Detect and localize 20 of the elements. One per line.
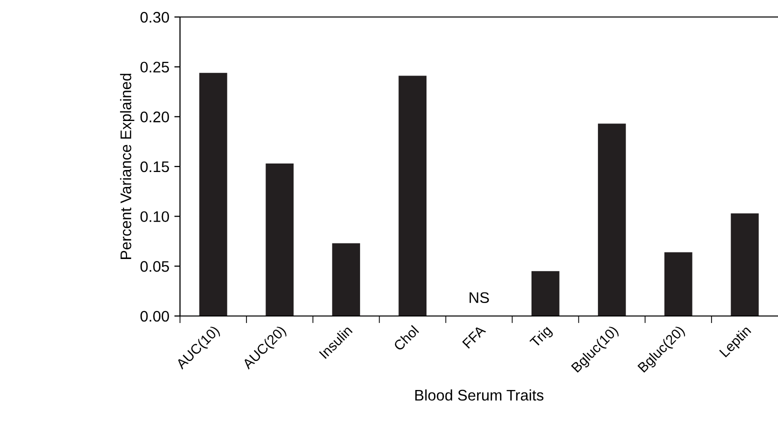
x-axis-title: Blood Serum Traits [415, 389, 544, 401]
y-axis-title: Percent Variance Explained [120, 74, 134, 259]
y-tick-label: 0.05 [140, 261, 169, 272]
bar [266, 164, 294, 316]
bar [398, 76, 427, 316]
y-tick-label: 0.00 [140, 310, 169, 322]
y-tick-label: 0.20 [140, 112, 169, 122]
y-tick-label: 0.25 [140, 62, 169, 73]
bar [730, 213, 759, 316]
annotation: NS [470, 292, 489, 304]
y-tick-label: 0.15 [140, 161, 169, 172]
bar [598, 124, 626, 316]
bar [332, 243, 360, 316]
x-tick-label: FFA [462, 324, 486, 349]
bar [199, 72, 228, 316]
y-tick-label: 0.30 [140, 12, 169, 23]
x-tick-label: Trig [529, 324, 554, 350]
y-tick-label: 0.10 [140, 211, 169, 222]
bar [531, 271, 560, 316]
bar [664, 252, 692, 316]
